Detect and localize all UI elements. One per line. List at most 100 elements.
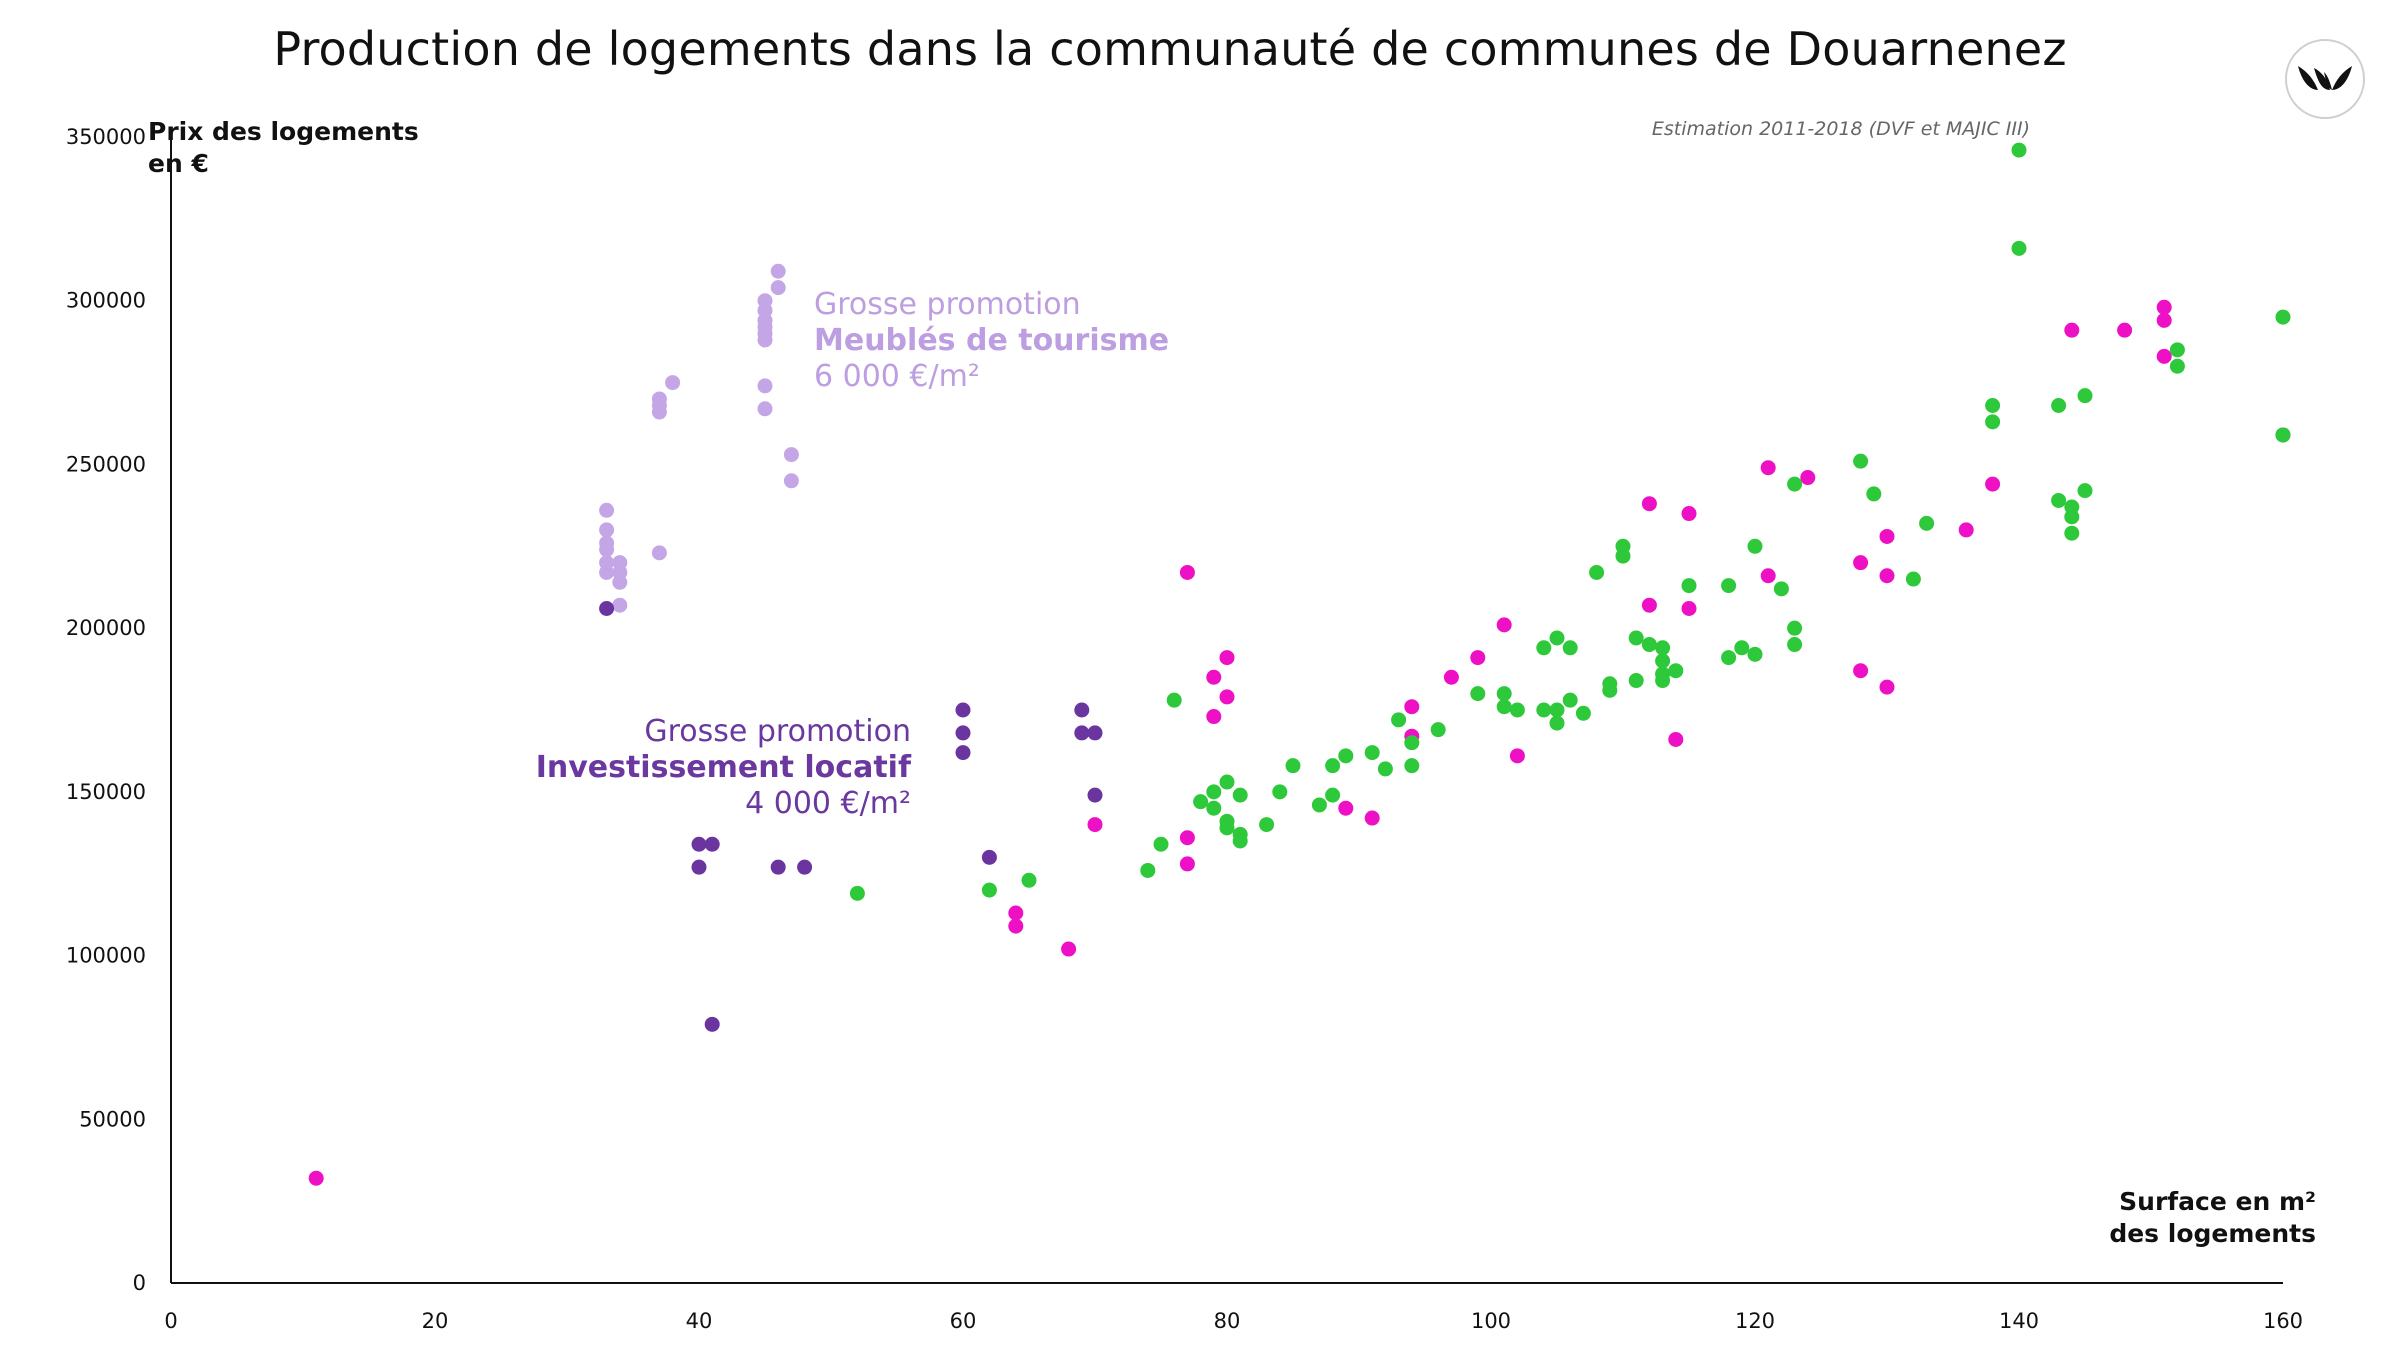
data-point [2051, 397, 2067, 413]
x-tick-label: 20 [422, 1309, 449, 1333]
data-point [1602, 682, 1618, 698]
data-point [1787, 637, 1803, 653]
data-point [1219, 774, 1235, 790]
data-point [1325, 787, 1341, 803]
data-point [1549, 702, 1565, 718]
annotation-invest-line1: Grosse promotion [644, 714, 911, 749]
data-point [1668, 731, 1684, 747]
data-point [1179, 856, 1195, 872]
data-point [1496, 617, 1512, 633]
y-tick-label: 350000 [66, 125, 146, 149]
data-point [1866, 486, 1882, 502]
y-tick-label: 0 [133, 1271, 146, 1295]
data-point [1549, 630, 1565, 646]
data-point [691, 836, 707, 852]
data-point [1285, 758, 1301, 774]
data-point [599, 522, 615, 538]
data-point [1562, 640, 1578, 656]
x-tick-label: 100 [1471, 1309, 1511, 1333]
data-point [1074, 725, 1090, 741]
data-point [1879, 528, 1895, 544]
data-point [1655, 653, 1671, 669]
data-point [1628, 630, 1644, 646]
data-point [783, 447, 799, 463]
data-point [1681, 600, 1697, 616]
data-point [1074, 702, 1090, 718]
data-point [1628, 673, 1644, 689]
data-point [770, 859, 786, 875]
data-point [1087, 817, 1103, 833]
data-point [1404, 735, 1420, 751]
data-point [2156, 312, 2172, 328]
data-point [1179, 564, 1195, 580]
data-point [1470, 686, 1486, 702]
y-axis-label: Prix des logements en € [148, 117, 419, 178]
data-point [1259, 817, 1275, 833]
x-tick-label: 40 [686, 1309, 713, 1333]
data-point [2169, 358, 2185, 374]
x-tick-label: 140 [1999, 1309, 2039, 1333]
data-point [1958, 522, 1974, 538]
data-point [1655, 673, 1671, 689]
source-note: Estimation 2011-2018 (DVF et MAJIC III) [1651, 118, 2030, 140]
data-points [308, 142, 2291, 1186]
data-point [1536, 702, 1552, 718]
data-point [599, 542, 615, 558]
annotation-invest-line2: Investissement locatif [535, 750, 911, 785]
x-tick-label: 60 [950, 1309, 977, 1333]
data-point [770, 263, 786, 279]
annotation-tourism-line2: Meublés de tourisme [814, 323, 1170, 358]
data-point [2156, 299, 2172, 315]
data-point [1773, 581, 1789, 597]
data-point [1853, 453, 1869, 469]
data-point [1919, 515, 1935, 531]
data-point [1087, 787, 1103, 803]
x-axis-label: Surface en m² des logements [2109, 1187, 2316, 1248]
data-point [1206, 800, 1222, 816]
annotation-tourism-line3: 6 000 €/m² [814, 359, 980, 394]
data-point [1641, 496, 1657, 512]
data-point [2011, 142, 2027, 158]
data-point [2064, 322, 2080, 338]
x-tick-label: 120 [1735, 1309, 1775, 1333]
data-point [1681, 506, 1697, 522]
data-point [757, 378, 773, 394]
y-tick-label: 50000 [79, 1107, 146, 1131]
annotation-invest-line3: 4 000 €/m² [745, 786, 911, 821]
data-point [1668, 663, 1684, 679]
data-point [1193, 794, 1209, 810]
data-point [1430, 722, 1446, 738]
data-point [2275, 309, 2291, 325]
data-point [1879, 679, 1895, 695]
data-point [1153, 836, 1169, 852]
data-point [1206, 784, 1222, 800]
data-point [1219, 650, 1235, 666]
data-point [1787, 620, 1803, 636]
data-point [1311, 797, 1327, 813]
data-point [1721, 650, 1737, 666]
data-point [1338, 800, 1354, 816]
data-point [1338, 748, 1354, 764]
data-point [1760, 568, 1776, 584]
y-tick-label: 300000 [66, 289, 146, 313]
data-point [1879, 568, 1895, 584]
data-point [955, 745, 971, 761]
data-point [1061, 941, 1077, 957]
data-point [1219, 820, 1235, 836]
data-point [1179, 830, 1195, 846]
data-point [1985, 414, 2001, 430]
data-point [1985, 397, 2001, 413]
data-point [599, 564, 615, 580]
data-point [704, 1016, 720, 1032]
data-point [797, 859, 813, 875]
data-point [1219, 689, 1235, 705]
data-point [1364, 810, 1380, 826]
data-point [1232, 833, 1248, 849]
data-point [651, 545, 667, 561]
data-point [2011, 240, 2027, 256]
data-point [1760, 460, 1776, 476]
data-point [599, 502, 615, 518]
data-point [2117, 322, 2133, 338]
data-point [2275, 427, 2291, 443]
data-point [1853, 663, 1869, 679]
